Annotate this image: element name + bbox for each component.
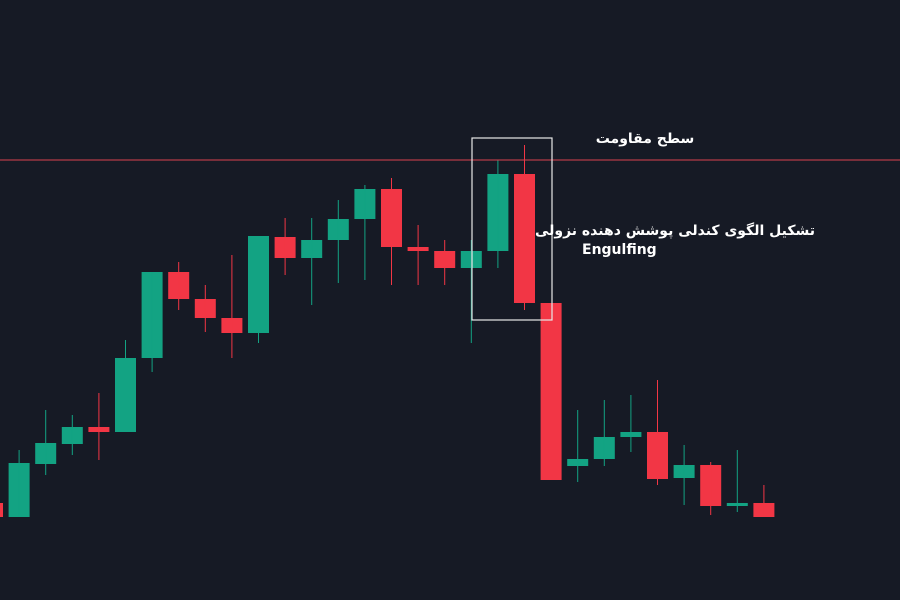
pattern-box [471,137,553,321]
annotation: تشکیل الگوی کندلی پوشش دهنده نزولی [535,222,815,239]
candle-body [0,503,3,517]
annotation: Engulfing [582,242,657,258]
resistance-label: سطح مقاومت [596,131,695,147]
